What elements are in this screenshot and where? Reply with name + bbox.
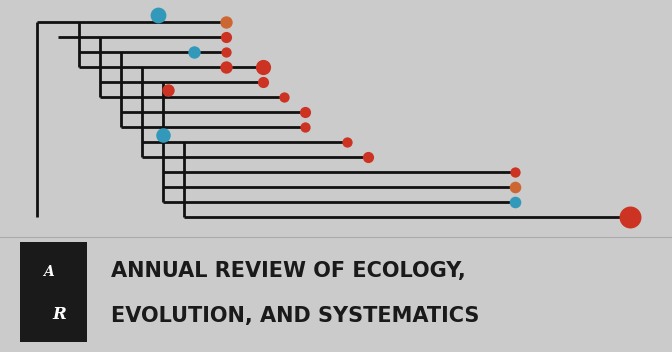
Point bbox=[362, 155, 373, 160]
Point bbox=[509, 200, 520, 205]
Point bbox=[299, 109, 310, 115]
Point bbox=[278, 95, 289, 100]
Point bbox=[220, 50, 231, 55]
FancyBboxPatch shape bbox=[20, 242, 87, 342]
Point bbox=[257, 80, 268, 85]
Point bbox=[157, 132, 168, 138]
Point bbox=[299, 125, 310, 130]
Point bbox=[220, 65, 231, 70]
Point bbox=[163, 87, 173, 93]
Text: ANNUAL REVIEW OF ECOLOGY,: ANNUAL REVIEW OF ECOLOGY, bbox=[111, 260, 466, 281]
Text: A: A bbox=[43, 265, 54, 279]
Point bbox=[509, 184, 520, 190]
Point bbox=[625, 214, 636, 220]
Point bbox=[220, 34, 231, 40]
Point bbox=[341, 140, 352, 145]
Point bbox=[152, 12, 163, 18]
Point bbox=[257, 65, 268, 70]
Text: R: R bbox=[52, 306, 66, 323]
Text: EVOLUTION, AND SYSTEMATICS: EVOLUTION, AND SYSTEMATICS bbox=[111, 306, 479, 326]
Point bbox=[509, 170, 520, 175]
Point bbox=[220, 20, 231, 25]
Point bbox=[189, 50, 200, 55]
